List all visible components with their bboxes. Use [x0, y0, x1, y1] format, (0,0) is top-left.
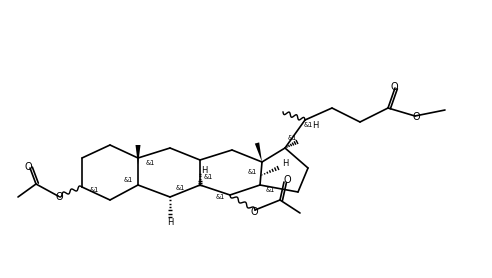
Text: &1: &1	[145, 160, 154, 166]
Text: &1: &1	[123, 177, 133, 183]
Text: &1: &1	[247, 169, 257, 175]
Text: &1: &1	[304, 122, 312, 128]
Text: &1: &1	[203, 174, 213, 180]
Text: H: H	[282, 158, 288, 168]
Text: O: O	[55, 192, 63, 202]
Text: &1: &1	[287, 135, 297, 141]
Polygon shape	[135, 145, 141, 165]
Text: &1: &1	[90, 187, 98, 193]
Text: O: O	[412, 112, 420, 122]
Text: H: H	[312, 120, 318, 130]
Text: &1: &1	[175, 185, 184, 191]
Text: H: H	[201, 165, 207, 175]
Text: O: O	[250, 207, 258, 217]
Polygon shape	[255, 142, 262, 162]
Text: H: H	[167, 217, 173, 227]
Text: O: O	[283, 175, 291, 185]
Text: O: O	[390, 82, 398, 92]
Text: &1: &1	[215, 194, 225, 200]
Text: O: O	[24, 162, 32, 172]
Text: &1: &1	[265, 187, 275, 193]
